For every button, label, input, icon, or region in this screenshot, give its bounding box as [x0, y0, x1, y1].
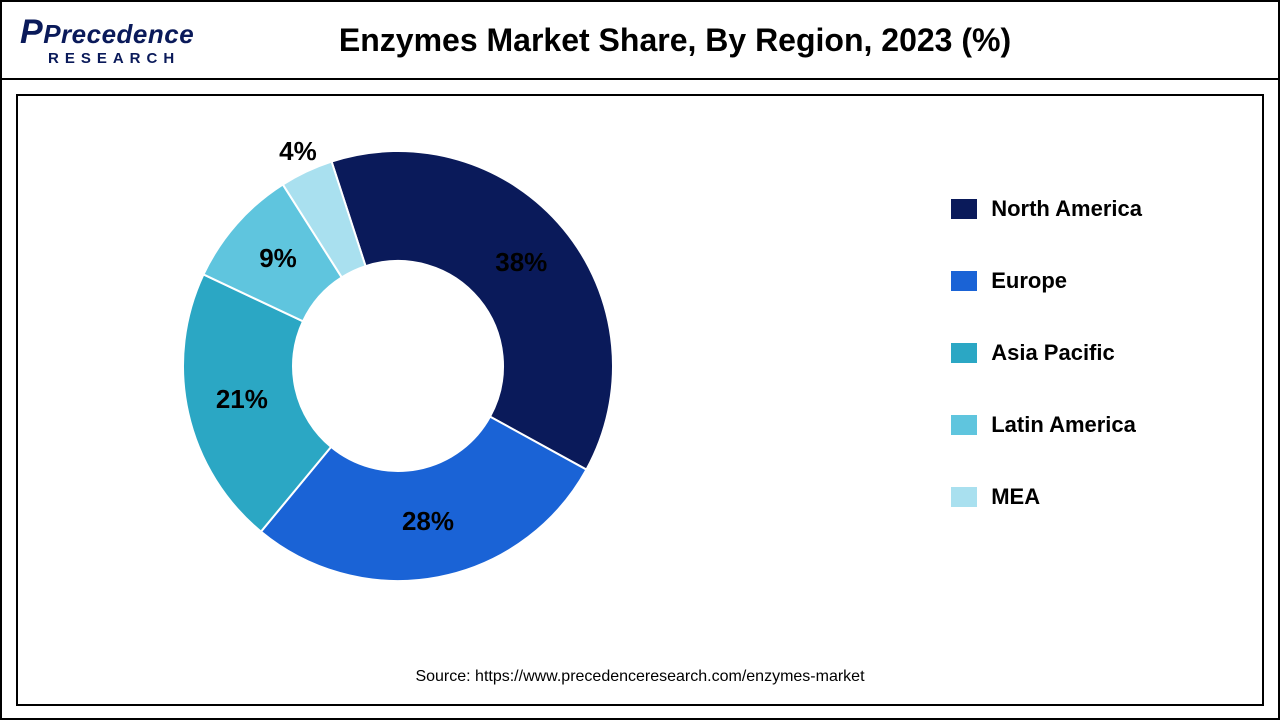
header-bar: PPrecedence RESEARCH Enzymes Market Shar… — [2, 2, 1278, 80]
donut-slice — [332, 151, 613, 470]
legend: North America Europe Asia Pacific Latin Ame… — [951, 196, 1142, 510]
donut-slice-label: 21% — [216, 384, 268, 414]
brand-logo: PPrecedence RESEARCH — [2, 15, 192, 66]
legend-swatch — [951, 487, 977, 507]
brand-top-text: Precedence — [43, 19, 194, 49]
donut-slice-label: 4% — [279, 136, 317, 166]
legend-swatch — [951, 343, 977, 363]
legend-item: Asia Pacific — [951, 340, 1142, 366]
legend-swatch — [951, 199, 977, 219]
donut-slice-label: 38% — [495, 247, 547, 277]
legend-label: MEA — [991, 484, 1040, 510]
legend-label: Asia Pacific — [991, 340, 1115, 366]
legend-swatch — [951, 415, 977, 435]
legend-item: MEA — [951, 484, 1142, 510]
brand-logo-top: PPrecedence — [20, 15, 192, 49]
chart-title: Enzymes Market Share, By Region, 2023 (%… — [192, 22, 1278, 59]
legend-label: Latin America — [991, 412, 1136, 438]
legend-label: Europe — [991, 268, 1067, 294]
donut-slice-label: 28% — [402, 506, 454, 536]
chart-body-frame: 38% 28% 21% 9% 4% North America Europe Asia Pa… — [16, 94, 1264, 706]
source-line: Source: https://www.precedenceresearch.c… — [18, 668, 1262, 686]
donut-chart: 38% 28% 21% 9% 4% — [148, 116, 648, 616]
legend-label: North America — [991, 196, 1142, 222]
donut-svg: 38% 28% 21% 9% 4% — [148, 116, 648, 616]
brand-logo-bottom: RESEARCH — [48, 51, 192, 66]
legend-item: North America — [951, 196, 1142, 222]
outer-frame: PPrecedence RESEARCH Enzymes Market Shar… — [0, 0, 1280, 720]
legend-swatch — [951, 271, 977, 291]
donut-slice-label: 9% — [259, 243, 297, 273]
legend-item: Europe — [951, 268, 1142, 294]
legend-item: Latin America — [951, 412, 1142, 438]
